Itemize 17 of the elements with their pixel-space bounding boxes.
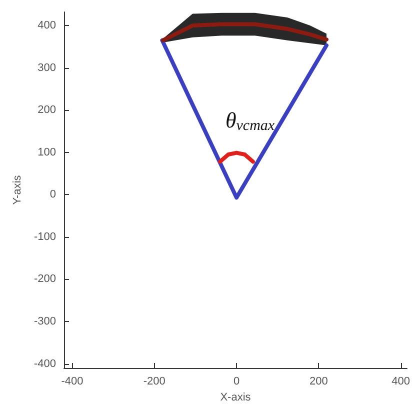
y-tick-label: 200 [38, 104, 56, 116]
y-tick-label: 100 [38, 146, 56, 158]
y-tick-label: 400 [38, 20, 56, 32]
y-axis-title: Y-axis [12, 174, 24, 205]
x-axis-title: X-axis [220, 391, 252, 404]
x-tick-label: 0 [233, 376, 240, 388]
y-tick-label: -200 [34, 273, 56, 286]
y-tick-label: -300 [34, 315, 56, 328]
x-tick-label: -200 [143, 376, 166, 388]
x-tick-label: 400 [392, 376, 410, 388]
y-tick-label: 300 [38, 62, 56, 74]
x-tick-label: 200 [310, 376, 328, 388]
y-tick-label: -100 [34, 230, 56, 243]
line-series [161, 22, 328, 42]
x-tick-label: -400 [61, 376, 84, 388]
y-tick-label: -400 [34, 358, 56, 370]
y-tick-label: 0 [50, 188, 56, 201]
